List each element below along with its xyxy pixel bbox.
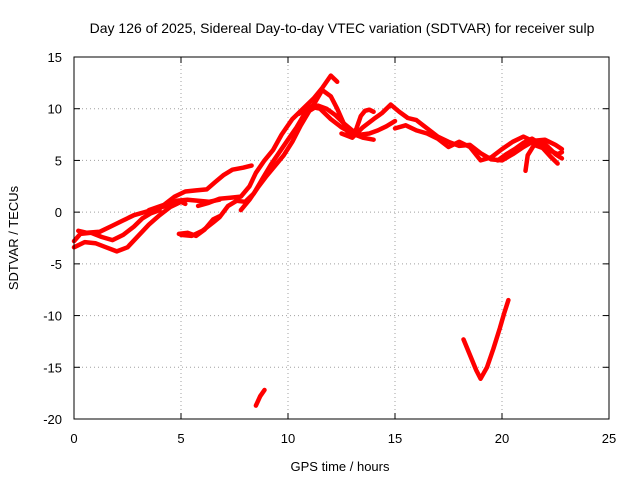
y-tick-label: -10 [43, 309, 62, 324]
y-tick-label: -5 [50, 257, 62, 272]
series-line-arc10 [296, 104, 376, 142]
x-tick-label: 10 [281, 431, 295, 446]
x-tick-label: 20 [495, 431, 509, 446]
series-line-arc12 [523, 142, 560, 174]
series-line-arc15 [461, 297, 511, 381]
x-tick-label: 25 [602, 431, 616, 446]
series-line-arc13 [176, 214, 222, 239]
x-axis-label: GPS time / hours [291, 459, 390, 474]
series-line-arc8 [339, 102, 565, 163]
series-line-arc11 [495, 136, 565, 163]
y-axis-label: SDTVAR / TECUs [6, 185, 21, 290]
series-line-arc5 [195, 73, 340, 209]
y-tick-label: -20 [43, 412, 62, 427]
y-tick-label: 0 [55, 205, 62, 220]
series-line-arc7 [238, 103, 398, 213]
y-tick-label: 15 [48, 50, 62, 65]
y-tick-label: 10 [48, 102, 62, 117]
x-tick-label: 15 [388, 431, 402, 446]
chart-title: Day 126 of 2025, Sidereal Day-to-day VTE… [90, 20, 595, 36]
series-line-arc14 [253, 387, 267, 408]
y-tick-label: -15 [43, 360, 62, 375]
y-tick-label: 5 [55, 153, 62, 168]
x-tick-label: 5 [177, 431, 184, 446]
x-tick-label: 0 [70, 431, 77, 446]
grid [74, 57, 609, 419]
data-series [71, 73, 565, 408]
series-line-arc4 [146, 163, 254, 213]
axis-ticks: 0 5 10 15 20 25 -20 -15 -10 -5 0 5 10 15 [43, 50, 616, 446]
plot-frame [73, 56, 610, 420]
series-line-arc2 [71, 199, 188, 254]
